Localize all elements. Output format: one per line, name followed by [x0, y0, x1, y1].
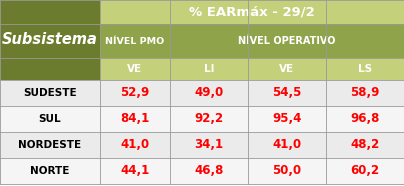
Text: 58,9: 58,9 [350, 86, 380, 100]
Text: 52,9: 52,9 [120, 86, 149, 100]
Text: 49,0: 49,0 [194, 86, 224, 100]
Text: NORDESTE: NORDESTE [19, 140, 82, 150]
Bar [326, 158, 404, 184]
Text: 48,2: 48,2 [350, 139, 380, 152]
Bar [0, 106, 100, 132]
Bar [170, 158, 248, 184]
Bar [248, 80, 326, 106]
Bar [170, 132, 248, 158]
Bar [248, 106, 326, 132]
Bar [100, 0, 404, 24]
Text: % EARmáx - 29/2: % EARmáx - 29/2 [189, 6, 315, 18]
Text: 96,8: 96,8 [350, 113, 380, 126]
Text: NÍVEL PMO: NÍVEL PMO [105, 36, 164, 46]
Bar [326, 106, 404, 132]
Bar [100, 106, 170, 132]
Bar [170, 58, 248, 80]
Text: SUL: SUL [39, 114, 61, 124]
Text: 54,5: 54,5 [272, 86, 302, 100]
Text: NORTE: NORTE [30, 166, 69, 176]
Bar [100, 80, 170, 106]
Bar [170, 106, 248, 132]
Bar [248, 132, 326, 158]
Text: 84,1: 84,1 [120, 113, 149, 126]
Text: SUDESTE: SUDESTE [23, 88, 77, 98]
Text: 44,1: 44,1 [120, 164, 149, 177]
Text: NÍVEL OPERATIVO: NÍVEL OPERATIVO [238, 36, 336, 46]
Bar [326, 80, 404, 106]
Text: 92,2: 92,2 [194, 113, 223, 126]
Text: 34,1: 34,1 [194, 139, 223, 152]
Text: VE: VE [127, 64, 143, 74]
Text: 41,0: 41,0 [272, 139, 301, 152]
Text: 95,4: 95,4 [272, 113, 302, 126]
Bar [0, 158, 100, 184]
Bar [100, 24, 170, 58]
Text: 50,0: 50,0 [272, 164, 301, 177]
Bar [0, 132, 100, 158]
Text: 60,2: 60,2 [350, 164, 380, 177]
Text: 46,8: 46,8 [194, 164, 224, 177]
Text: LS: LS [358, 64, 372, 74]
Bar [0, 0, 100, 80]
Bar [100, 58, 170, 80]
Bar [248, 158, 326, 184]
Text: 41,0: 41,0 [120, 139, 149, 152]
Bar [170, 24, 404, 58]
Text: VE: VE [280, 64, 295, 74]
Bar [170, 80, 248, 106]
Text: Subsistema: Subsistema [2, 33, 98, 47]
Bar [326, 132, 404, 158]
Bar [0, 80, 100, 106]
Text: LI: LI [204, 64, 214, 74]
Bar [326, 58, 404, 80]
Bar [100, 132, 170, 158]
Bar [100, 158, 170, 184]
Bar [248, 58, 326, 80]
